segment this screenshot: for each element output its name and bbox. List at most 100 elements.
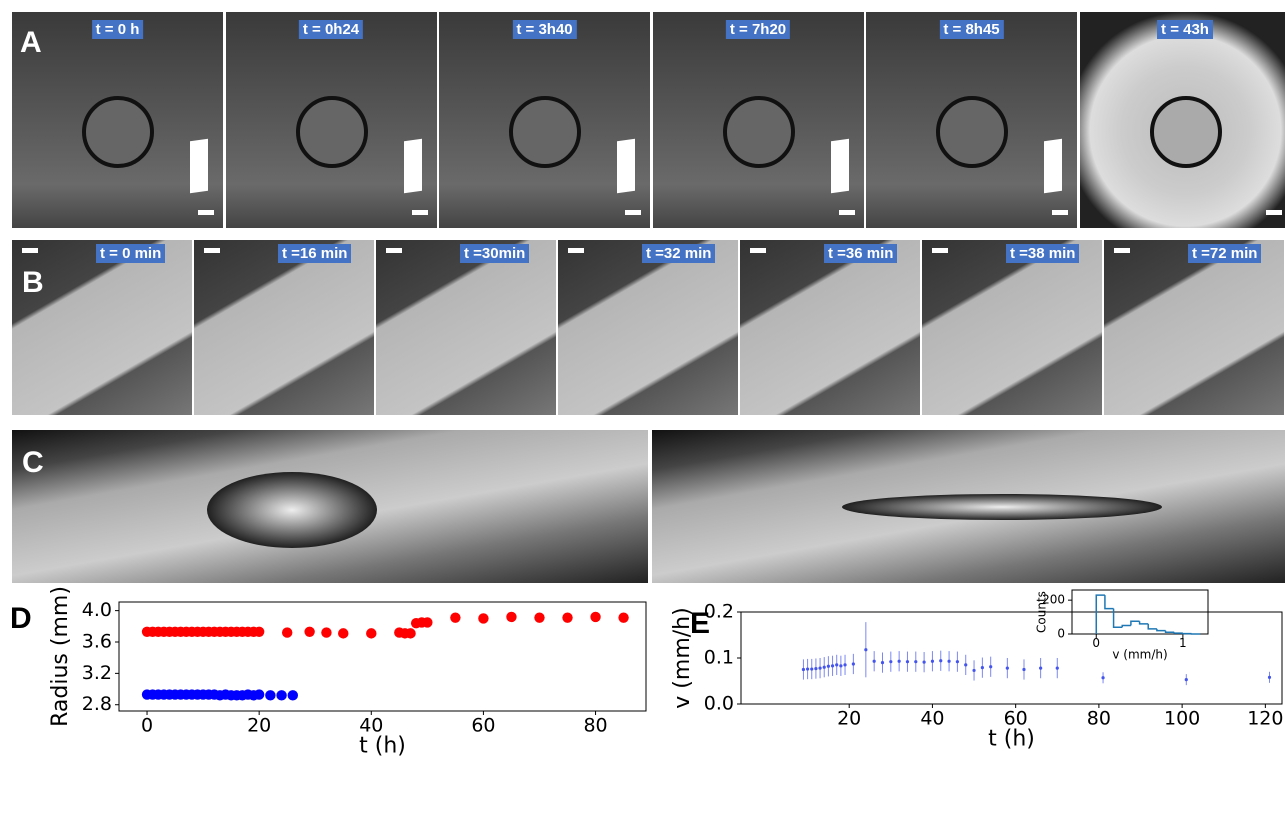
point <box>864 648 868 652</box>
point <box>1267 675 1272 679</box>
y-tick-label: 4.0 <box>82 599 112 621</box>
y-axis-label: v (mm/h) <box>670 607 695 708</box>
point <box>897 659 901 663</box>
point <box>1022 667 1026 672</box>
point <box>826 664 830 668</box>
point <box>1101 676 1105 680</box>
time-label: t =16 min <box>278 244 352 263</box>
y-tick-label: 0.0 <box>704 693 734 715</box>
photo-frame: t =36 min <box>740 240 920 415</box>
y-tick-label: 3.2 <box>82 662 112 684</box>
scale-bar <box>22 248 38 253</box>
scale-bar <box>198 210 214 215</box>
point <box>922 660 926 664</box>
point <box>980 666 984 670</box>
y-tick-label: 2.8 <box>82 693 112 715</box>
panel-label: A <box>20 26 42 59</box>
point <box>253 689 265 700</box>
x-tick-label: 40 <box>920 708 944 730</box>
scale-bar <box>204 248 220 253</box>
point <box>955 660 960 664</box>
x-axis-label: t (h) <box>988 727 1035 752</box>
x-tick-label: 20 <box>837 708 861 730</box>
point <box>972 668 976 673</box>
x-tick-label: 60 <box>1004 708 1028 730</box>
point <box>880 661 885 665</box>
x-axis-label: t (h) <box>359 734 406 759</box>
x-tick-label: 20 <box>247 715 271 737</box>
point <box>287 690 298 701</box>
time-label: t = 0h24 <box>298 20 364 39</box>
x-tick-label: 0 <box>1092 636 1100 650</box>
droplet <box>207 472 377 548</box>
time-label: t = 7h20 <box>725 20 791 39</box>
point <box>534 612 545 623</box>
panel-label: B <box>22 266 44 299</box>
point <box>930 659 935 663</box>
droplet <box>82 96 154 168</box>
point <box>914 660 918 664</box>
plot-frame <box>118 601 647 712</box>
time-label: t =72 min <box>1188 244 1262 263</box>
point <box>835 663 839 667</box>
plot-frame <box>740 611 1283 705</box>
droplet <box>295 96 368 168</box>
time-label: t =30min <box>460 244 530 263</box>
photo-frame: t = 3h40 <box>439 12 650 228</box>
x-tick-label: 60 <box>471 715 495 737</box>
point <box>814 666 818 671</box>
scale-bar <box>386 248 402 253</box>
histogram-step <box>1138 621 1149 625</box>
point <box>818 666 822 670</box>
scale-bar <box>1114 248 1130 253</box>
point <box>618 612 629 623</box>
droplet <box>509 96 581 168</box>
histogram-step <box>1104 595 1114 610</box>
scale-bar <box>568 248 584 253</box>
time-label: t = 3h40 <box>512 20 577 39</box>
point <box>1184 678 1188 682</box>
point <box>304 626 315 637</box>
x-axis-label: v (mm/h) <box>1112 648 1167 662</box>
scale-bar <box>932 248 948 253</box>
photo-frame: t =72 min <box>1104 240 1284 415</box>
point <box>450 612 461 623</box>
histogram-step <box>1164 630 1175 634</box>
point <box>506 611 517 623</box>
point <box>810 667 814 671</box>
x-tick-label: 80 <box>1087 708 1111 730</box>
point <box>822 665 826 669</box>
photo-frame: t = 7h20 <box>652 12 864 228</box>
photo-frame: t = 8h45 <box>866 12 1077 228</box>
y-axis-label: Radius (mm) <box>48 586 73 727</box>
point <box>366 628 377 639</box>
y-axis-label: Counts <box>1035 591 1049 633</box>
point <box>947 659 951 663</box>
panel-label: E <box>690 607 710 640</box>
point <box>801 667 806 672</box>
time-label: t =38 min <box>1006 244 1080 263</box>
histogram-step <box>1121 624 1131 628</box>
point <box>905 660 910 664</box>
scale-bar <box>1265 210 1282 215</box>
droplet <box>842 494 1162 520</box>
point <box>321 627 332 638</box>
panel-label: D <box>10 602 32 635</box>
point <box>265 690 276 701</box>
point <box>281 627 293 638</box>
point <box>405 628 416 639</box>
point <box>964 663 968 667</box>
point <box>253 626 265 637</box>
time-label: t = 43h <box>1157 20 1213 39</box>
histogram-step <box>1112 608 1123 628</box>
photo-frame <box>652 430 1285 583</box>
x-tick-label: 1 <box>1179 636 1187 650</box>
histogram-step <box>1095 594 1105 634</box>
x-tick-label: 100 <box>1164 708 1200 730</box>
y-tick-label: 200 <box>1042 593 1065 607</box>
photo-frame: t = 0 h <box>12 12 223 228</box>
histogram-step <box>1182 632 1192 635</box>
point <box>805 667 810 671</box>
